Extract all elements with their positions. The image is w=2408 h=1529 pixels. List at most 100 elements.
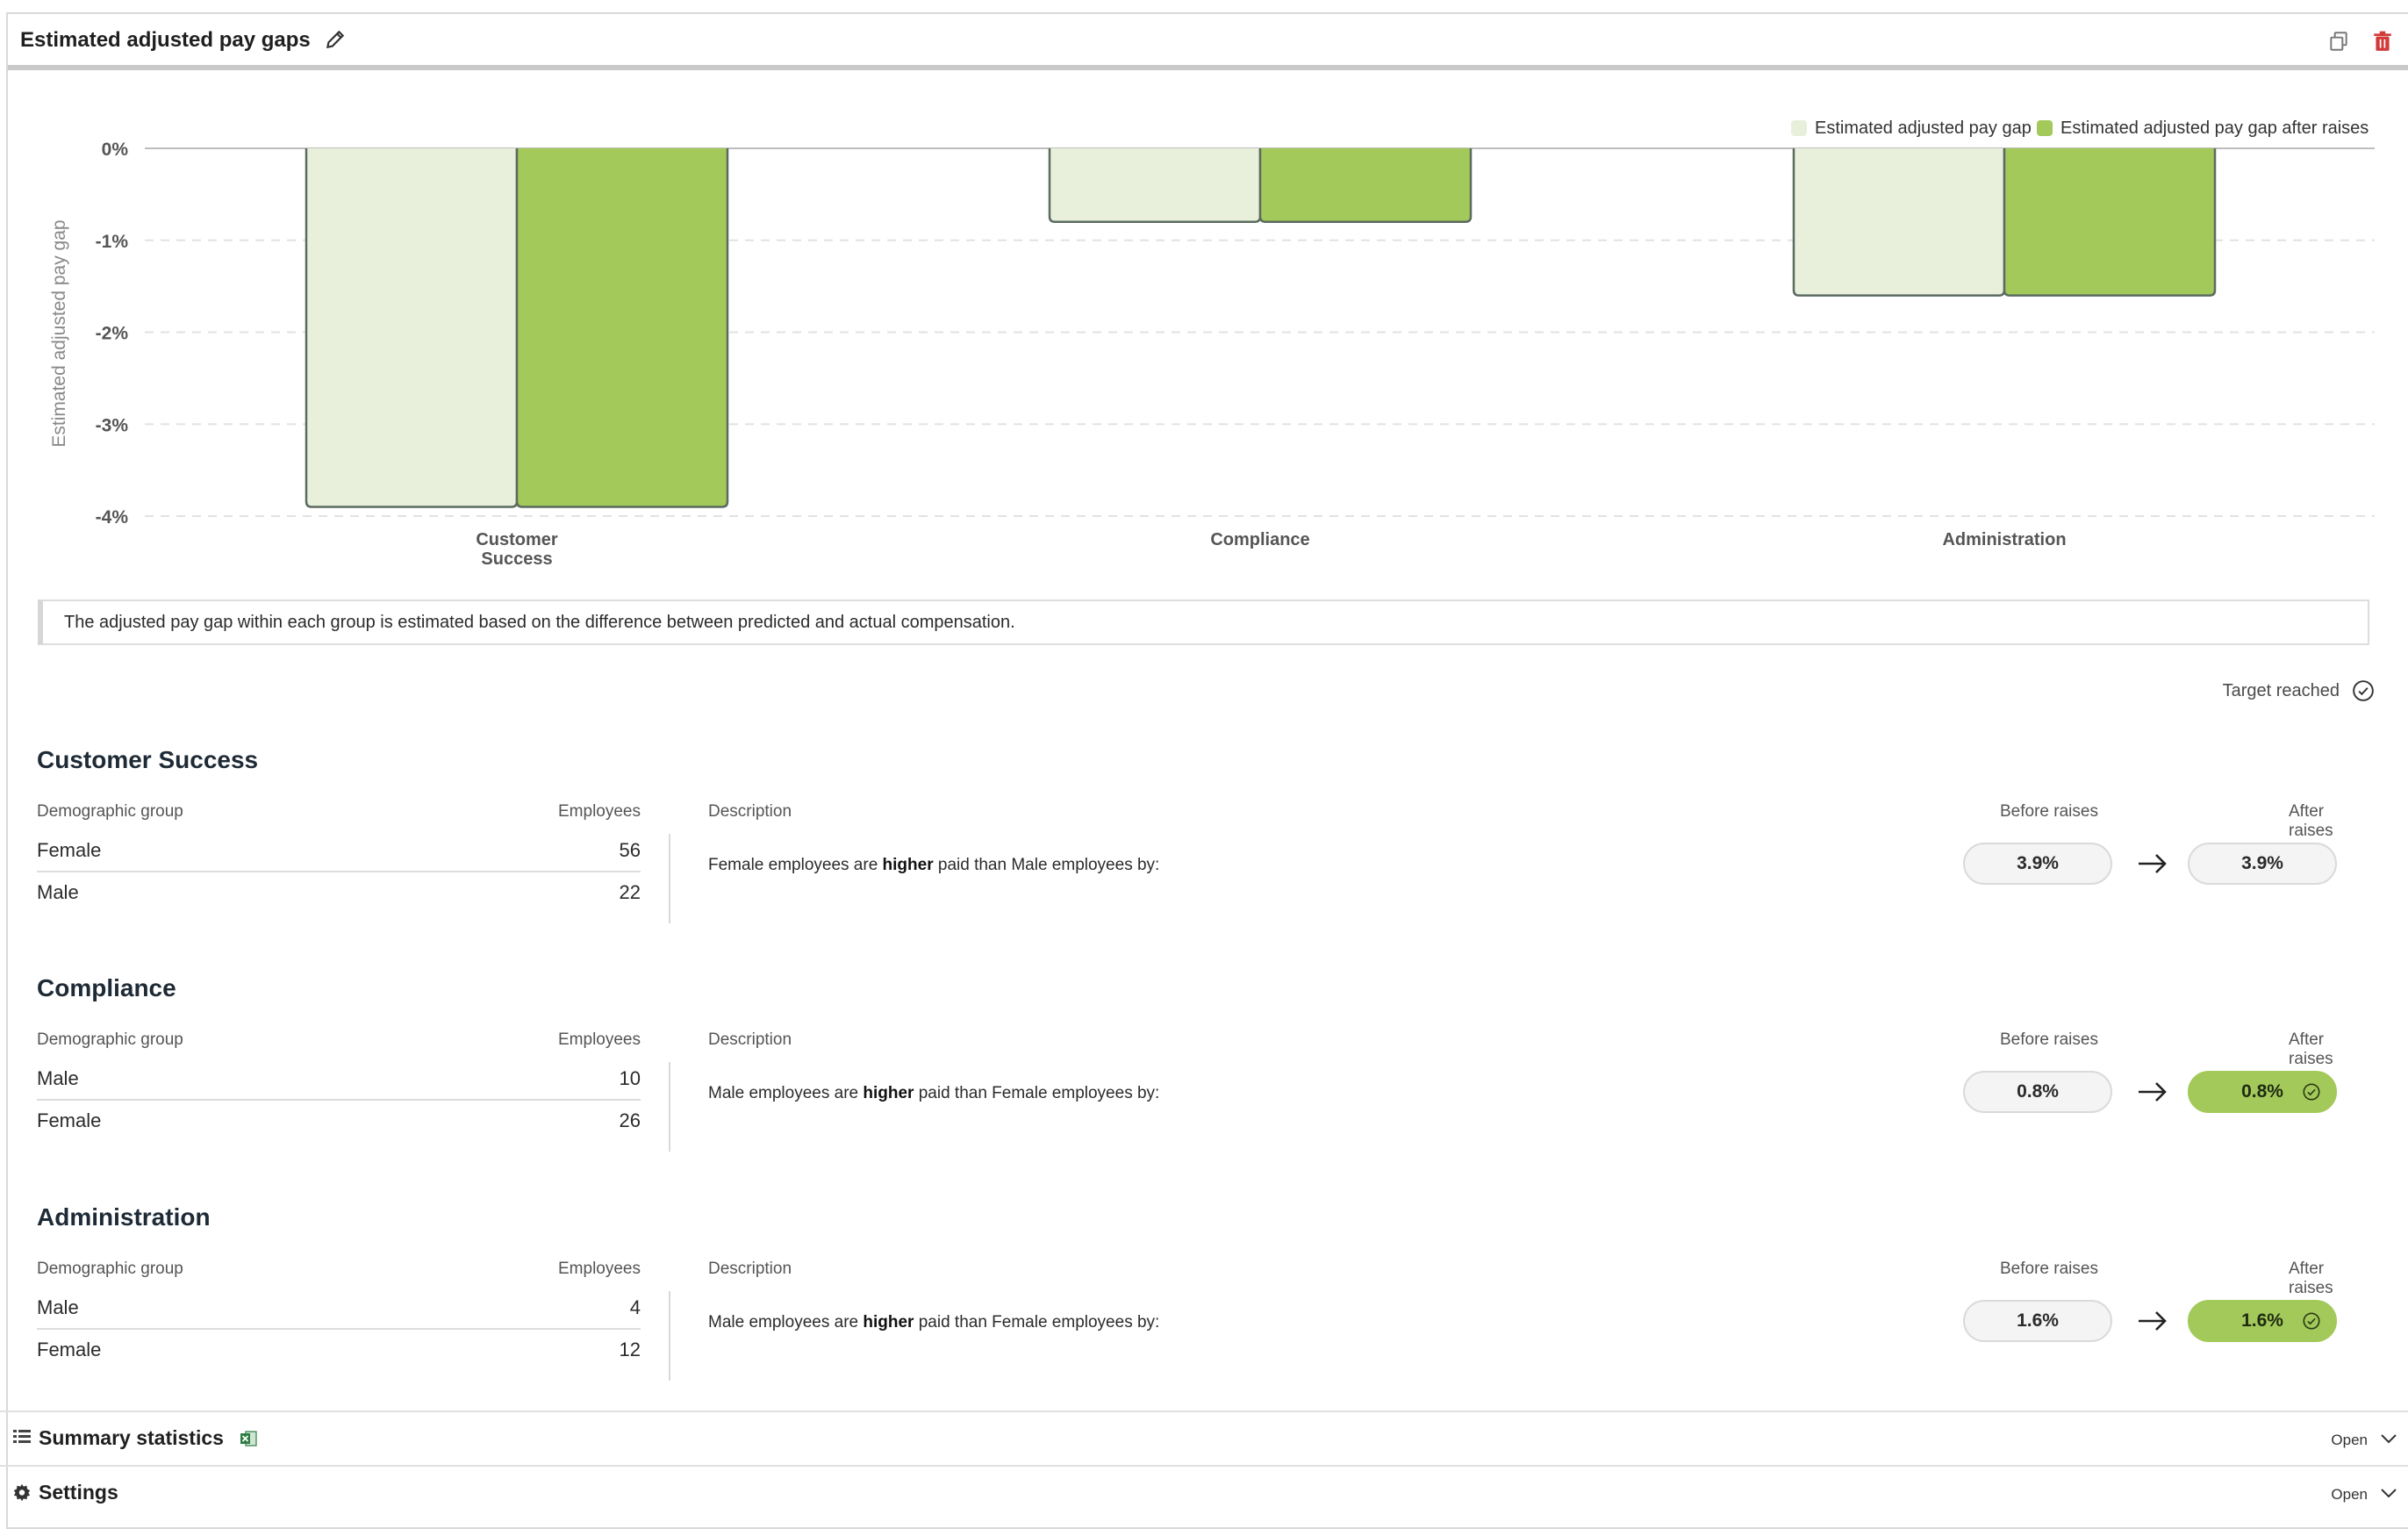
panel-header: Estimated adjusted pay gaps	[8, 14, 2408, 70]
description-prefix: Female employees are	[708, 856, 878, 874]
settings-open-toggle[interactable]: Open	[2331, 1486, 2368, 1503]
arrow-right-icon	[2139, 1311, 2167, 1331]
after-raises-text: 3.9%	[2241, 853, 2283, 873]
excel-icon[interactable]	[239, 1429, 258, 1448]
legend-swatch	[1791, 120, 1807, 136]
bar	[1050, 148, 1260, 222]
demographic-group-header: Demographic group	[37, 1030, 183, 1049]
x-tick-label: Administration	[1942, 530, 2066, 549]
group-section: Compliance Demographic group Employees D…	[37, 974, 2371, 1152]
group-name: Male	[37, 881, 79, 903]
after-raises-header: After raises	[2289, 1260, 2333, 1297]
group-name: Female	[37, 839, 102, 861]
table-row: Male 22	[37, 872, 641, 913]
bar	[1260, 148, 1471, 222]
bar	[1794, 148, 2004, 296]
employee-count: 26	[619, 1109, 641, 1131]
employee-count: 10	[619, 1067, 641, 1089]
y-tick-label: -2%	[96, 324, 129, 344]
demographic-group-header: Demographic group	[37, 802, 183, 821]
chart-note: The adjusted pay gap within each group i…	[38, 599, 2369, 645]
chevron-down-icon[interactable]	[2378, 1430, 2399, 1447]
before-raises-text: 1.6%	[2017, 1310, 2059, 1331]
group-section: Customer Success Demographic group Emplo…	[37, 746, 2371, 923]
table-icon	[13, 1430, 31, 1443]
table-row: Male 10	[37, 1059, 641, 1101]
bar-outline	[515, 148, 729, 508]
before-raises-value: 1.6%	[1963, 1300, 2112, 1342]
y-tick-label: -4%	[96, 507, 129, 528]
y-tick-label: -1%	[96, 232, 129, 252]
target-reached-legend: Target reached	[2223, 679, 2375, 702]
y-tick-label: -3%	[96, 415, 129, 435]
description-suffix: paid than Female employees by:	[918, 1313, 1160, 1332]
group-name: Female	[37, 1339, 102, 1360]
settings-accordion[interactable]: Settings Open	[0, 1465, 2408, 1519]
y-axis-label: Estimated adjusted pay gap	[49, 219, 69, 447]
before-raises-text: 0.8%	[2017, 1081, 2059, 1102]
bar	[2004, 148, 2215, 296]
bar-outline	[1258, 148, 1473, 224]
employees-header: Employees	[558, 1260, 641, 1278]
delete-trash-icon[interactable]	[2371, 30, 2394, 53]
legend-label: Estimated adjusted pay gap after raises	[2060, 118, 2369, 138]
panel-title: Estimated adjusted pay gaps	[20, 28, 311, 52]
group-name: Female	[37, 1109, 102, 1131]
legend-label: Estimated adjusted pay gap	[1815, 118, 2032, 138]
before-raises-header: Before raises	[2000, 1030, 2098, 1049]
arrow-right-icon	[2139, 1082, 2167, 1102]
employee-count: 22	[619, 881, 641, 903]
group-name: Male	[37, 1067, 79, 1089]
employee-count: 4	[629, 1296, 641, 1318]
before-raises-value: 3.9%	[1963, 843, 2112, 885]
gap-description: Female employees are higher paid than Ma…	[708, 856, 1159, 875]
before-raises-header: Before raises	[2000, 802, 2098, 821]
summary-statistics-accordion[interactable]: Summary statistics Open	[0, 1411, 2408, 1465]
description-emphasis: higher	[863, 1084, 914, 1102]
chevron-down-icon[interactable]	[2378, 1484, 2399, 1502]
group-title: Compliance	[37, 974, 176, 1001]
table-row: Female 26	[37, 1101, 641, 1141]
description-suffix: paid than Male employees by:	[937, 856, 1160, 874]
after-raises-value: 3.9%	[2188, 843, 2337, 885]
after-raises-text: 1.6%	[2241, 1310, 2283, 1331]
description-header: Description	[708, 1260, 792, 1278]
table-row: Female 12	[37, 1330, 641, 1370]
employees-header: Employees	[558, 1030, 641, 1049]
gear-icon	[13, 1483, 31, 1502]
check-circle-icon	[2303, 1083, 2320, 1101]
employee-count: 56	[619, 839, 641, 861]
check-circle-icon	[2353, 680, 2374, 701]
y-tick-label: 0%	[102, 140, 129, 160]
bar	[306, 148, 517, 507]
column-divider	[669, 1062, 670, 1152]
description-header: Description	[708, 1030, 792, 1049]
before-raises-text: 3.9%	[2017, 853, 2059, 873]
table-row: Female 56	[37, 830, 641, 872]
settings-label: Settings	[39, 1481, 118, 1504]
arrow-right-icon	[2139, 854, 2167, 873]
duplicate-icon[interactable]	[2327, 30, 2350, 53]
description-prefix: Male employees are	[708, 1313, 859, 1332]
employees-header: Employees	[558, 802, 641, 821]
edit-title-pencil-icon[interactable]	[324, 28, 347, 51]
description-emphasis: higher	[863, 1313, 914, 1332]
legend-swatch	[2037, 120, 2053, 136]
employee-count: 12	[619, 1339, 641, 1360]
check-circle-icon	[2303, 1312, 2320, 1330]
pay-gap-bar-chart: 0% -1% -2% -3% -4% Estimated adjusted pay gap…	[49, 118, 2375, 569]
description-header: Description	[708, 802, 792, 821]
summary-open-toggle[interactable]: Open	[2331, 1432, 2368, 1448]
column-divider	[669, 1291, 670, 1381]
description-prefix: Male employees are	[708, 1084, 859, 1102]
gap-description: Male employees are higher paid than Fema…	[708, 1084, 1159, 1103]
group-name: Male	[37, 1296, 79, 1318]
x-tick-label: Compliance	[1210, 530, 1309, 549]
after-raises-text: 0.8%	[2241, 1081, 2283, 1102]
bar-outline	[2003, 148, 2217, 297]
after-raises-header: After raises	[2289, 1030, 2333, 1068]
after-raises-value: 0.8%	[2188, 1071, 2337, 1113]
column-divider	[669, 834, 670, 923]
x-tick-label: Success	[481, 549, 552, 569]
bar	[517, 148, 727, 507]
